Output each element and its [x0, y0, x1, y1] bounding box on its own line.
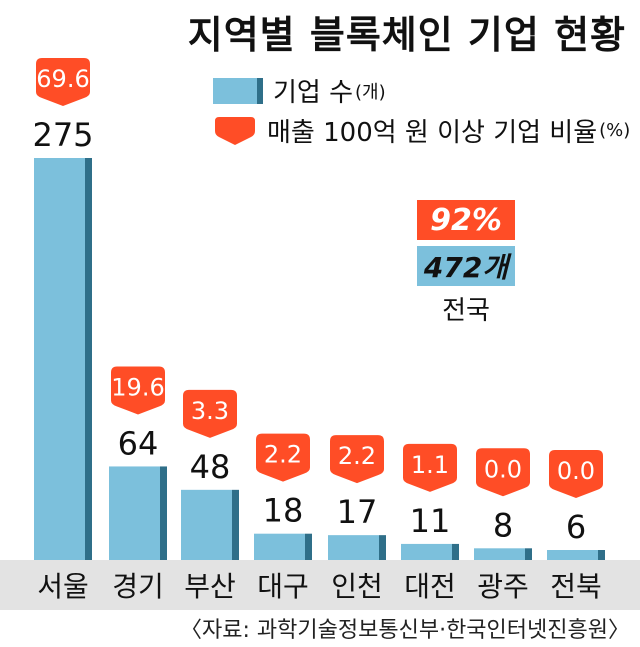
ratio-pin-2 — [183, 389, 237, 438]
legend-ratio-unit: (%) — [599, 120, 631, 141]
category-label-2: 부산 — [184, 570, 236, 603]
ratio-pin-1 — [111, 366, 165, 415]
bar-edge-4 — [379, 535, 386, 560]
bar-edge-2 — [232, 489, 239, 560]
ratio-label-5: 1.1 — [411, 451, 449, 479]
ratio-pin-4 — [330, 435, 384, 484]
category-label-1: 경기 — [112, 570, 164, 603]
national-count-badge: 472개 — [417, 246, 515, 286]
chart-title: 지역별 블록체인 기업 현황 — [187, 13, 626, 57]
bar-4 — [328, 535, 379, 560]
bar-5 — [401, 543, 452, 560]
category-band — [0, 560, 640, 610]
category-label-4: 인천 — [331, 570, 383, 603]
bar-edge-6 — [525, 548, 532, 560]
bar-3 — [254, 533, 305, 560]
legend-item-ratio: 매출 100억 원 이상 기업 비율 (%) — [213, 112, 630, 149]
national-ratio-badge: 92% — [417, 200, 515, 240]
bar-chart: 275 69.6 서울 64 19.6 경기 48 3.3 부산 18 2.2 대구 17 2.2 인천 11… — [32, 58, 605, 603]
bar-0 — [34, 158, 85, 560]
ratio-label-1: 19.6 — [111, 373, 164, 401]
count-label-4: 17 — [337, 493, 378, 531]
bar-2 — [181, 489, 232, 560]
count-label-3: 18 — [263, 492, 304, 530]
national-label: 전국 — [442, 296, 490, 326]
category-label-6: 광주 — [477, 570, 529, 603]
ratio-label-3: 2.2 — [264, 441, 302, 469]
category-label-3: 대구 — [257, 570, 309, 603]
legend-count-label: 기업 수 — [273, 78, 354, 108]
ratio-pin-7 — [549, 450, 603, 498]
bar-6 — [474, 548, 525, 560]
bar-edge-0 — [85, 158, 92, 560]
count-label-5: 11 — [410, 502, 451, 540]
count-label-1: 64 — [118, 424, 159, 462]
ratio-pin-5 — [403, 443, 457, 492]
ratio-label-0: 69.6 — [36, 65, 89, 93]
legend-item-count: 기업 수 (개) — [213, 72, 386, 109]
ratio-label-6: 0.0 — [484, 455, 522, 483]
legend-bar-swatch — [213, 77, 263, 104]
bar-edge-1 — [160, 466, 167, 560]
legend-pin-swatch — [215, 116, 255, 145]
category-label-0: 서울 — [37, 570, 89, 603]
national-summary: 92% 472개 전국 — [417, 200, 515, 327]
legend-ratio-label: 매출 100억 원 이상 기업 비율 — [267, 118, 598, 148]
ratio-pin-3 — [256, 433, 310, 482]
bar-7 — [547, 550, 598, 560]
ratio-pin-6 — [476, 448, 530, 497]
bar-edge-3 — [305, 533, 312, 560]
bar-1 — [109, 466, 160, 560]
count-label-7: 6 — [566, 508, 586, 546]
count-label-6: 8 — [493, 506, 513, 544]
category-label-7: 전북 — [550, 570, 602, 603]
ratio-label-4: 2.2 — [338, 442, 376, 470]
ratio-pin-0 — [36, 58, 90, 106]
bar-edge-7 — [598, 550, 605, 560]
count-label-2: 48 — [190, 448, 231, 486]
ratio-label-2: 3.3 — [191, 397, 229, 425]
category-label-5: 대전 — [404, 570, 456, 603]
count-label-0: 275 — [32, 116, 93, 154]
bar-edge-5 — [452, 543, 459, 560]
ratio-label-7: 0.0 — [557, 457, 595, 485]
legend-count-unit: (개) — [355, 81, 386, 103]
source-note: 〈자료: 과학기술정보통신부·한국인터넷진흥원〉 — [180, 618, 630, 643]
